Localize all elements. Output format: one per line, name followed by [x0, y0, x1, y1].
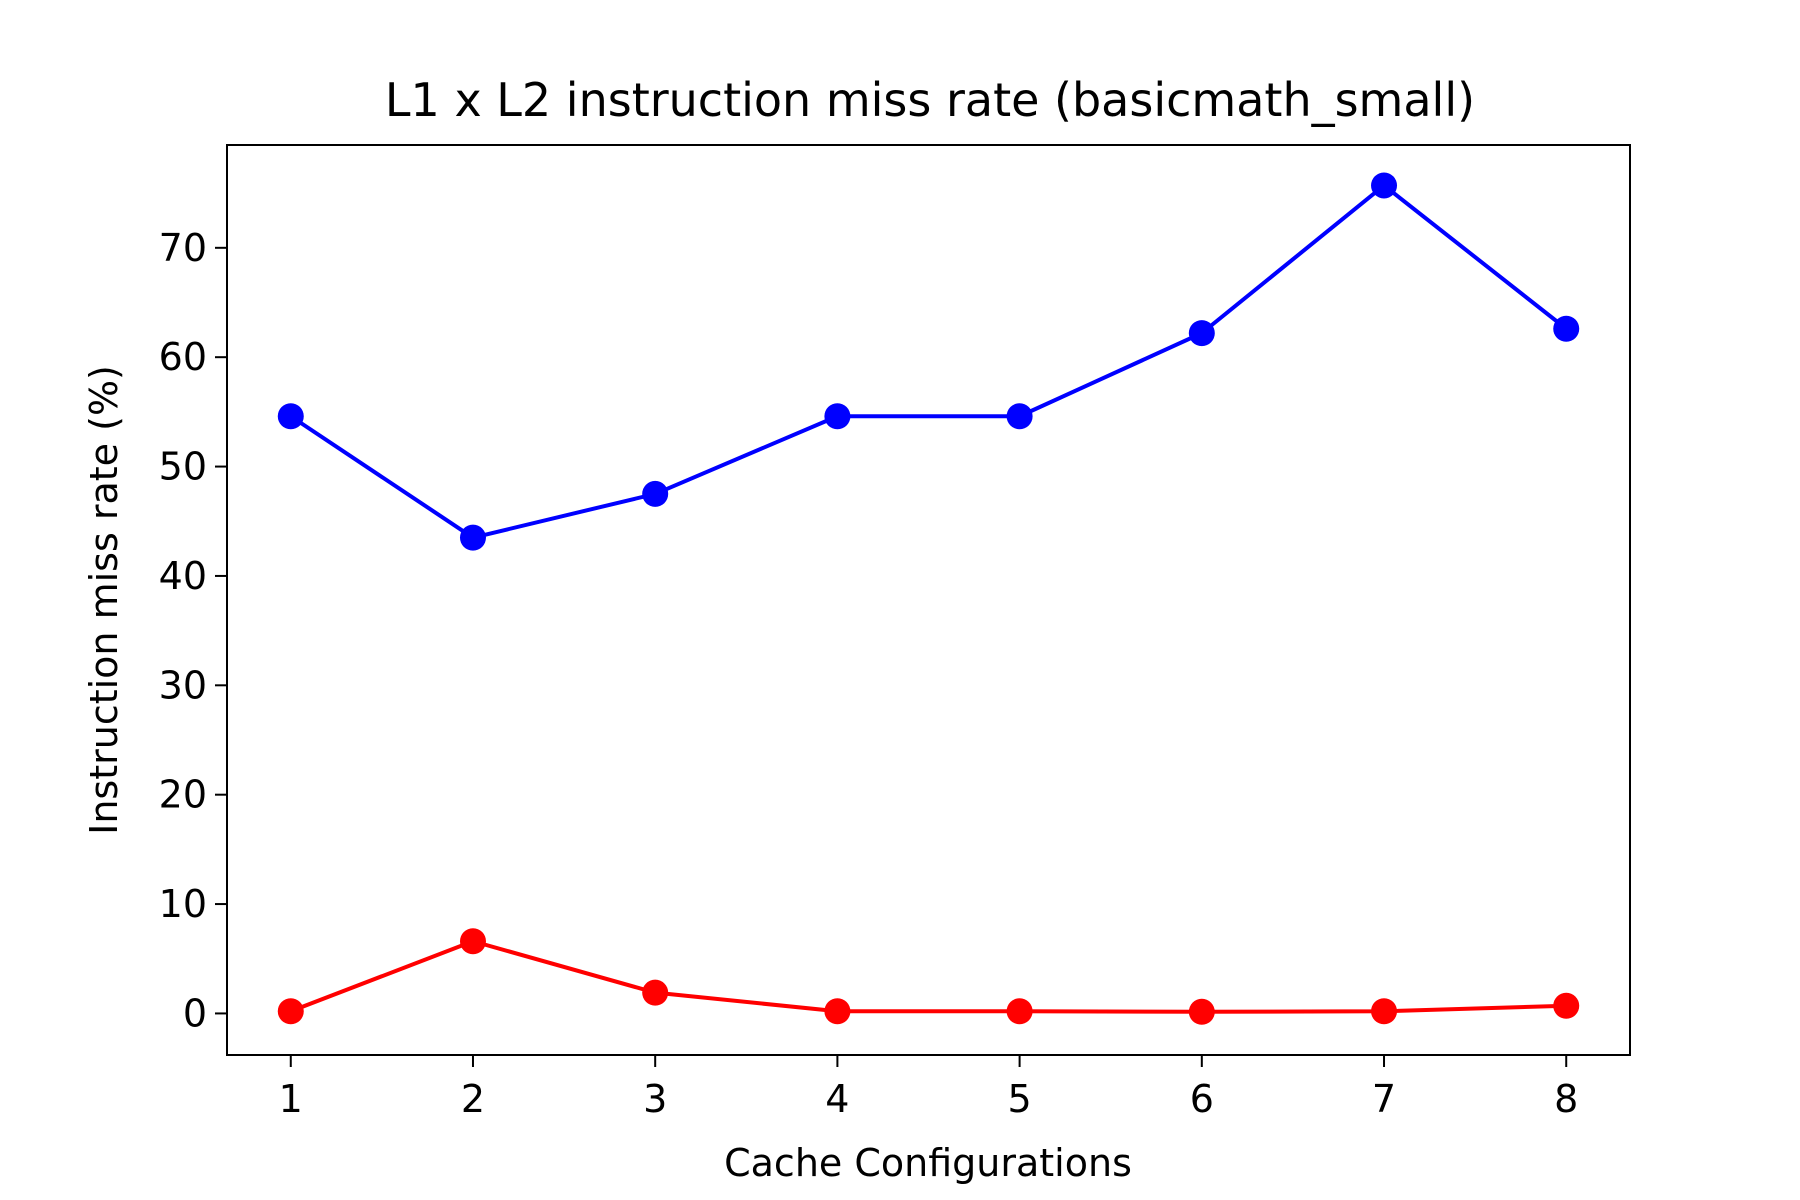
- series-2-line: [290, 939, 1567, 1014]
- x-tick-label: 3: [643, 1077, 667, 1121]
- y-tick-label: 0: [183, 991, 207, 1035]
- series-1-point: [824, 403, 851, 430]
- x-tick-label: 6: [1190, 1077, 1214, 1121]
- series-2-point: [1188, 998, 1215, 1025]
- y-tick-label: 30: [159, 663, 207, 707]
- series-1-point: [459, 524, 486, 551]
- x-tick-label: 4: [825, 1077, 849, 1121]
- series-2-point: [277, 998, 304, 1025]
- series-2-point: [459, 928, 486, 955]
- x-axis-ticks: 1 2 3 4 5 6 7 8: [279, 1055, 1578, 1121]
- x-tick-label: 7: [1372, 1077, 1396, 1121]
- y-tick-label: 10: [159, 882, 207, 926]
- series-1-point: [277, 403, 304, 430]
- series-2-point: [1006, 998, 1033, 1025]
- y-axis-ticks: 0 10 20 30 40 50 60 70: [159, 226, 227, 1035]
- series-1-point: [1006, 403, 1033, 430]
- x-tick-label: 8: [1554, 1077, 1578, 1121]
- x-tick-label: 5: [1008, 1077, 1032, 1121]
- series-2-point: [1553, 992, 1580, 1019]
- series-1-point: [1188, 320, 1215, 347]
- series-2-point: [642, 979, 669, 1006]
- series-1-point: [1371, 172, 1398, 199]
- x-axis-title: Cache Configurations: [724, 1141, 1132, 1185]
- y-tick-label: 20: [159, 773, 207, 817]
- series-1-point: [1553, 315, 1580, 342]
- x-tick-label: 2: [461, 1077, 485, 1121]
- series-2: [277, 928, 1580, 1025]
- y-tick-label: 60: [159, 335, 207, 379]
- y-tick-label: 50: [159, 445, 207, 489]
- chart-title: L1 x L2 instruction miss rate (basicmath…: [385, 73, 1475, 127]
- series-layer: [277, 172, 1580, 1025]
- y-axis-title: Instruction miss rate (%): [82, 365, 126, 835]
- y-tick-label: 70: [159, 226, 207, 270]
- series-2-point: [1371, 998, 1398, 1025]
- plot-frame: [226, 144, 1631, 1056]
- series-1-point: [642, 480, 669, 507]
- y-tick-label: 40: [159, 554, 207, 598]
- series-1: [277, 172, 1580, 551]
- series-2-point: [824, 998, 851, 1025]
- x-tick-label: 1: [279, 1077, 303, 1121]
- series-1-line: [289, 183, 1568, 540]
